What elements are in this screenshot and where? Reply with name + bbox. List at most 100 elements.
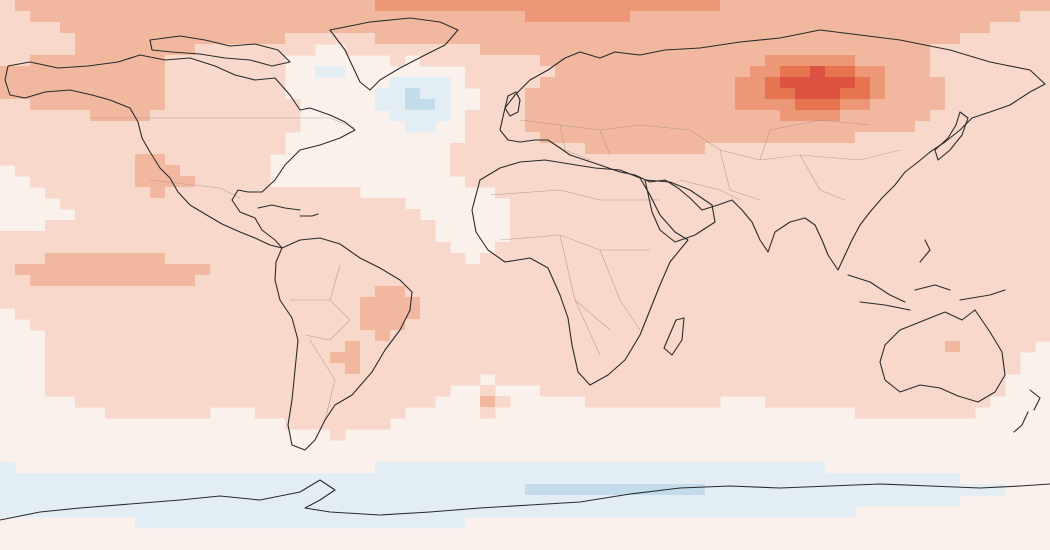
anomaly-cell <box>765 198 781 210</box>
anomaly-cell <box>690 363 706 375</box>
anomaly-cell <box>825 330 841 342</box>
anomaly-cell <box>930 319 946 331</box>
anomaly-cell <box>840 319 856 331</box>
anomaly-cell <box>180 220 196 232</box>
anomaly-cell <box>975 33 991 45</box>
anomaly-cell <box>900 297 916 309</box>
anomaly-cell <box>885 407 901 419</box>
anomaly-cell <box>75 88 91 100</box>
anomaly-cell <box>390 110 406 122</box>
anomaly-cell <box>615 341 631 353</box>
anomaly-cell <box>330 66 346 78</box>
anomaly-cell <box>930 264 946 276</box>
anomaly-cell <box>915 231 931 243</box>
anomaly-cell <box>1035 165 1050 177</box>
anomaly-cell <box>15 286 31 298</box>
anomaly-cell <box>435 473 451 485</box>
anomaly-cell <box>270 374 286 386</box>
anomaly-cell <box>390 297 406 309</box>
anomaly-cell <box>210 352 226 364</box>
anomaly-cell <box>750 374 766 386</box>
anomaly-cell <box>300 506 316 518</box>
anomaly-cell <box>720 462 736 474</box>
anomaly-cell <box>600 330 616 342</box>
anomaly-cell <box>585 341 601 353</box>
anomaly-cell <box>210 363 226 375</box>
anomaly-cell <box>195 77 211 89</box>
anomaly-cell <box>135 484 151 496</box>
anomaly-cell <box>885 253 901 265</box>
anomaly-cell <box>555 231 571 243</box>
anomaly-cell <box>105 242 121 254</box>
anomaly-cell <box>75 242 91 254</box>
anomaly-cell <box>765 176 781 188</box>
anomaly-cell <box>345 396 361 408</box>
anomaly-cell <box>195 187 211 199</box>
anomaly-cell <box>525 33 541 45</box>
anomaly-cell <box>330 0 346 12</box>
anomaly-cell <box>255 396 271 408</box>
anomaly-cell <box>705 33 721 45</box>
anomaly-cell <box>15 308 31 320</box>
anomaly-cell <box>885 286 901 298</box>
anomaly-cell <box>465 462 481 474</box>
anomaly-cell <box>735 297 751 309</box>
anomaly-cell <box>675 363 691 375</box>
anomaly-cell <box>855 253 871 265</box>
anomaly-cell <box>345 495 361 507</box>
anomaly-cell <box>735 462 751 474</box>
anomaly-cell <box>255 11 271 23</box>
anomaly-cell <box>435 385 451 397</box>
anomaly-cell <box>570 308 586 320</box>
anomaly-cell <box>990 121 1006 133</box>
anomaly-cell <box>975 132 991 144</box>
anomaly-cell <box>210 231 226 243</box>
anomaly-cell <box>180 209 196 221</box>
anomaly-cell <box>540 209 556 221</box>
anomaly-cell <box>765 220 781 232</box>
anomaly-cell <box>420 319 436 331</box>
anomaly-cell <box>270 341 286 353</box>
anomaly-cell <box>855 143 871 155</box>
anomaly-cell <box>225 154 241 166</box>
anomaly-cell <box>855 88 871 100</box>
anomaly-cell <box>915 341 931 353</box>
anomaly-cell <box>75 231 91 243</box>
anomaly-cell <box>630 374 646 386</box>
anomaly-cell <box>840 330 856 342</box>
anomaly-cell <box>705 330 721 342</box>
anomaly-cell <box>600 209 616 221</box>
anomaly-cell <box>735 363 751 375</box>
anomaly-cell <box>750 209 766 221</box>
anomaly-cell <box>615 132 631 144</box>
anomaly-cell <box>735 264 751 276</box>
anomaly-cell <box>900 154 916 166</box>
anomaly-cell <box>900 341 916 353</box>
anomaly-cell <box>870 187 886 199</box>
anomaly-cell <box>1005 55 1021 67</box>
anomaly-cell <box>270 121 286 133</box>
anomaly-cell <box>795 77 811 89</box>
anomaly-cell <box>360 385 376 397</box>
anomaly-cell <box>375 495 391 507</box>
anomaly-cell <box>405 462 421 474</box>
anomaly-cell <box>450 33 466 45</box>
anomaly-cell <box>390 242 406 254</box>
anomaly-cell <box>735 286 751 298</box>
anomaly-cell <box>510 110 526 122</box>
anomaly-cell <box>1020 308 1036 320</box>
anomaly-cell <box>660 88 676 100</box>
anomaly-cell <box>705 231 721 243</box>
anomaly-cell <box>120 374 136 386</box>
anomaly-cell <box>795 385 811 397</box>
anomaly-cell <box>240 33 256 45</box>
anomaly-cell <box>45 495 61 507</box>
anomaly-cell <box>255 99 271 111</box>
anomaly-cell <box>345 363 361 375</box>
anomaly-cell <box>885 88 901 100</box>
anomaly-cell <box>780 55 796 67</box>
anomaly-cell <box>0 55 16 67</box>
anomaly-cell <box>750 110 766 122</box>
anomaly-cell <box>525 198 541 210</box>
anomaly-cell <box>450 473 466 485</box>
